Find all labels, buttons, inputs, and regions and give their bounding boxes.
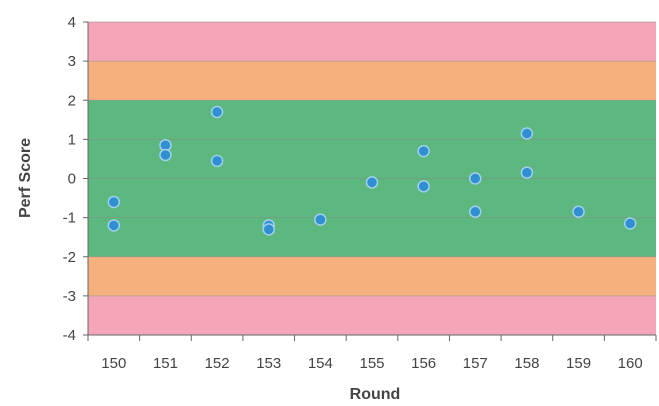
data-point [314,213,327,226]
data-point [572,205,585,219]
y-tick-label: 0 [68,171,76,188]
y-tick-label: 1 [68,131,76,148]
band-3 [88,256,656,296]
x-tick-label: 157 [463,355,488,372]
y-tick-label: -3 [63,288,76,305]
grid-layer [83,21,656,336]
data-point [159,148,172,162]
band-1 [88,61,656,101]
band-4 [88,295,656,335]
band-0 [88,22,656,62]
data-point [469,172,482,185]
data-point [210,154,224,168]
x-tick-label: 156 [411,355,436,372]
y-tick-label: -1 [63,210,76,227]
x-tick-labels: 150 151 152 153 154 155 156 157 158 159 160 [101,355,642,372]
data-point [417,180,430,193]
y-tick-label: 3 [68,53,76,70]
y-tick-label: 4 [68,14,76,31]
x-axis-title: Round [350,386,401,403]
axes-layer [87,22,657,341]
data-point [520,127,534,140]
x-tick-label: 154 [308,355,333,372]
y-tick-label: -2 [63,249,76,266]
x-tick-label: 150 [101,355,126,372]
y-tick-label: 2 [68,92,76,109]
data-point [623,217,637,230]
x-tick-label: 152 [205,355,230,372]
data-point [417,144,430,158]
x-tick-label: 158 [514,355,539,372]
y-tick-labels: 4 3 2 1 0 -1 -2 -3 -4 [63,14,76,344]
y-tick-label: -4 [63,327,76,344]
x-tick-label: 160 [618,355,643,372]
data-point [107,219,121,232]
x-tick-label: 155 [359,355,384,372]
data-point [469,205,482,219]
x-tick-label: 159 [566,355,591,372]
x-tick-label: 153 [256,355,281,372]
data-point [107,195,121,209]
data-point [520,166,534,179]
data-point [365,176,379,189]
data-point [210,105,224,119]
x-tick-label: 151 [153,355,178,372]
points-layer [107,105,637,236]
data-point [262,223,275,236]
y-axis-title: Perf Score [17,138,34,218]
